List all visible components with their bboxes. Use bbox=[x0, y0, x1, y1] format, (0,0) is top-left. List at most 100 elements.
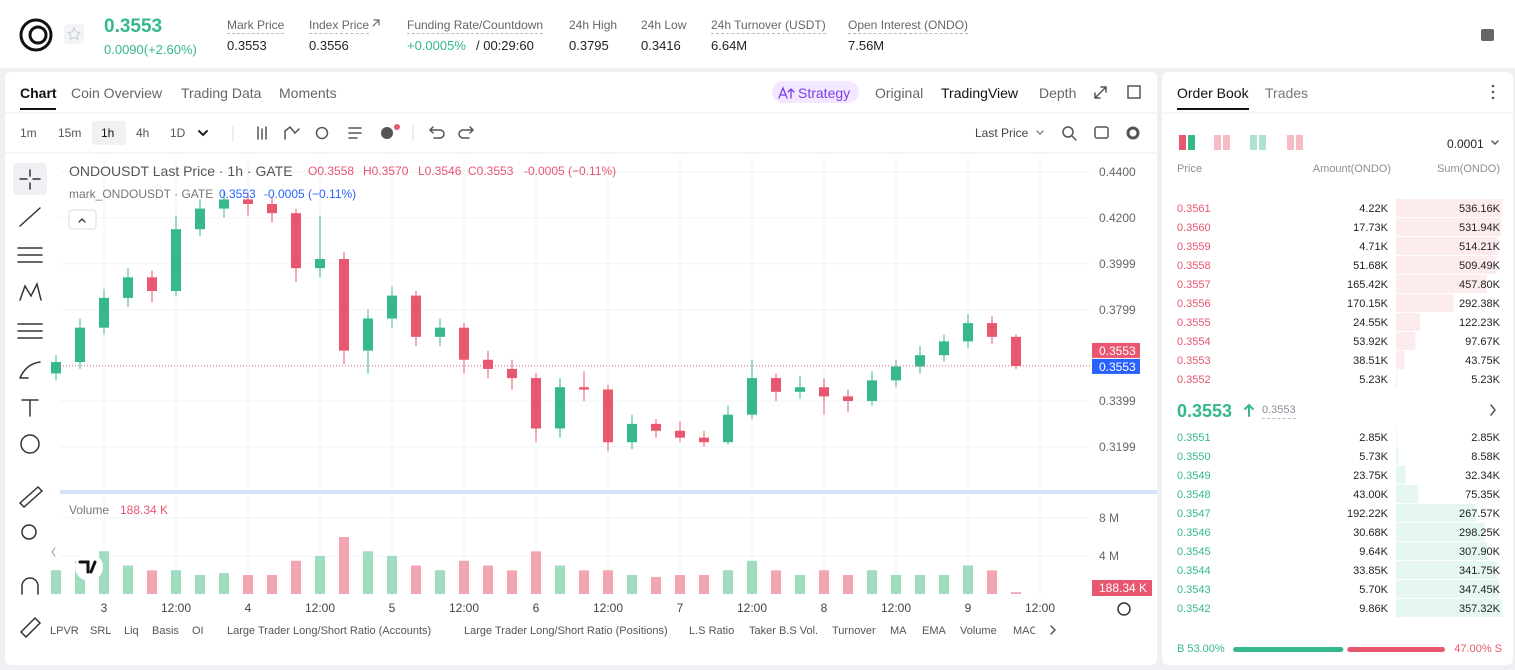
layout-button[interactable] bbox=[1296, 135, 1303, 150]
ohlc-value: O0.3558 bbox=[308, 164, 355, 178]
indicator-button[interactable]: OI bbox=[192, 625, 204, 637]
view-tab[interactable]: Depth bbox=[1039, 85, 1077, 101]
strategy-pill[interactable] bbox=[772, 81, 859, 103]
trades-tab[interactable]: Trades bbox=[1265, 85, 1309, 101]
row-price[interactable]: 0.3556 bbox=[1177, 298, 1211, 310]
redo-icon[interactable] bbox=[458, 126, 475, 139]
indicator-button[interactable]: L.S Ratio bbox=[689, 625, 735, 637]
crosshair-tool[interactable] bbox=[19, 169, 41, 190]
settings-icon[interactable] bbox=[1126, 126, 1140, 140]
candle-type-icon[interactable] bbox=[257, 126, 267, 140]
favorite-button[interactable] bbox=[64, 24, 84, 44]
magnet-tool[interactable] bbox=[21, 577, 39, 595]
screenshot-icon[interactable] bbox=[1094, 126, 1109, 139]
row-price[interactable]: 0.3560 bbox=[1177, 222, 1211, 234]
row-price[interactable]: 0.3543 bbox=[1177, 584, 1211, 596]
row-price[interactable]: 0.3546 bbox=[1177, 527, 1211, 539]
indicator-button[interactable]: MA bbox=[890, 625, 907, 637]
indicator-button[interactable]: SRL bbox=[90, 625, 112, 637]
row-price[interactable]: 0.3561 bbox=[1177, 203, 1211, 215]
row-price[interactable]: 0.3542 bbox=[1177, 603, 1211, 615]
undo-icon[interactable] bbox=[428, 126, 445, 139]
layout-button[interactable] bbox=[1259, 135, 1266, 150]
chart-tab[interactable]: Trading Data bbox=[181, 85, 262, 101]
measure-tool[interactable] bbox=[18, 485, 44, 509]
indicator-button[interactable]: EMA bbox=[922, 625, 946, 637]
indicator-button[interactable]: Taker B.S Vol. bbox=[749, 625, 819, 637]
interval-dropdown[interactable] bbox=[198, 130, 208, 137]
replay-icon[interactable] bbox=[315, 126, 329, 140]
candle-body bbox=[795, 387, 805, 392]
layout-button[interactable] bbox=[1188, 135, 1195, 150]
view-tab[interactable]: Original bbox=[875, 85, 924, 101]
layout-button[interactable] bbox=[1287, 135, 1294, 150]
indicator-button[interactable]: Liq bbox=[124, 625, 139, 637]
layout-button[interactable] bbox=[1179, 135, 1186, 150]
scale-settings[interactable] bbox=[1117, 602, 1131, 616]
crosshair-active[interactable] bbox=[13, 163, 47, 195]
order-book-tab[interactable]: Order Book bbox=[1177, 85, 1249, 101]
indicators-next[interactable] bbox=[1050, 625, 1057, 635]
interval-button[interactable]: 4h bbox=[136, 126, 150, 140]
template-icon[interactable] bbox=[348, 127, 362, 139]
interval-button[interactable]: 1D bbox=[170, 126, 186, 140]
row-amount: 43.00K bbox=[1353, 489, 1388, 501]
emoji-tool[interactable] bbox=[20, 434, 40, 454]
horizontal-line-tool[interactable] bbox=[17, 247, 43, 263]
row-price[interactable]: 0.3549 bbox=[1177, 470, 1211, 482]
row-price[interactable]: 0.3559 bbox=[1177, 241, 1211, 253]
window-button[interactable] bbox=[1127, 85, 1141, 99]
row-price[interactable]: 0.3557 bbox=[1177, 279, 1211, 291]
indicator-button[interactable]: LPVR bbox=[50, 625, 79, 637]
indicator-button[interactable]: Large Trader Long/Short Ratio (Positions… bbox=[464, 625, 668, 637]
pattern-tool[interactable] bbox=[19, 281, 42, 301]
brush-tool[interactable] bbox=[19, 361, 41, 379]
text-tool[interactable] bbox=[21, 399, 39, 417]
row-price[interactable]: 0.3555 bbox=[1177, 317, 1211, 329]
precision-caret[interactable] bbox=[1491, 140, 1499, 146]
header-menu-button[interactable] bbox=[1481, 29, 1494, 41]
indicator-button[interactable]: Basis bbox=[152, 625, 179, 637]
alert-icon[interactable] bbox=[381, 127, 393, 139]
view-tab[interactable]: Strategy bbox=[798, 85, 851, 101]
volume-bar bbox=[315, 556, 325, 594]
row-price[interactable]: 0.3558 bbox=[1177, 260, 1211, 272]
indicator-button[interactable]: Volume bbox=[960, 625, 997, 637]
indicator-button[interactable]: Turnover bbox=[832, 625, 876, 637]
pane-expand[interactable] bbox=[51, 547, 56, 557]
layout-button[interactable] bbox=[1223, 135, 1230, 150]
trend-line-tool[interactable] bbox=[19, 207, 41, 227]
favorite-star[interactable] bbox=[66, 26, 82, 41]
fullscreen-icon[interactable] bbox=[1094, 86, 1107, 99]
row-price[interactable]: 0.3551 bbox=[1177, 432, 1211, 444]
indicator-button[interactable]: Large Trader Long/Short Ratio (Accounts) bbox=[227, 625, 432, 637]
fib-tool[interactable] bbox=[17, 323, 43, 339]
search-icon[interactable] bbox=[1062, 126, 1074, 138]
layout-button[interactable] bbox=[1250, 135, 1257, 150]
chart-tab[interactable]: Coin Overview bbox=[71, 85, 163, 101]
mid-more[interactable] bbox=[1490, 404, 1496, 416]
interval-button[interactable]: 1m bbox=[20, 126, 37, 140]
row-price[interactable]: 0.3552 bbox=[1177, 374, 1211, 386]
layout-button[interactable] bbox=[1214, 135, 1221, 150]
price-source-select[interactable]: Last Price bbox=[975, 126, 1029, 140]
interval-button[interactable]: 1h bbox=[101, 126, 115, 140]
indicator-icon[interactable] bbox=[284, 125, 300, 140]
row-price[interactable]: 0.3545 bbox=[1177, 546, 1211, 558]
row-price[interactable]: 0.3550 bbox=[1177, 451, 1211, 463]
chart-tab[interactable]: Moments bbox=[279, 85, 337, 101]
chart-tab[interactable]: Chart bbox=[20, 85, 57, 101]
view-tab[interactable]: TradingView bbox=[941, 85, 1019, 101]
row-price[interactable]: 0.3548 bbox=[1177, 489, 1211, 501]
row-sum: 509.49K bbox=[1459, 260, 1500, 272]
row-price[interactable]: 0.3547 bbox=[1177, 508, 1211, 520]
price-source-caret[interactable] bbox=[1036, 130, 1044, 136]
indicator-button[interactable]: MACD bbox=[1013, 626, 1035, 637]
row-price[interactable]: 0.3544 bbox=[1177, 565, 1211, 577]
eraser-tool[interactable] bbox=[19, 616, 42, 639]
row-price[interactable]: 0.3554 bbox=[1177, 336, 1211, 348]
precision-select[interactable]: 0.0001 bbox=[1447, 137, 1484, 151]
row-price[interactable]: 0.3553 bbox=[1177, 355, 1211, 367]
interval-button[interactable]: 15m bbox=[58, 126, 82, 140]
zoom-tool[interactable] bbox=[21, 524, 37, 540]
